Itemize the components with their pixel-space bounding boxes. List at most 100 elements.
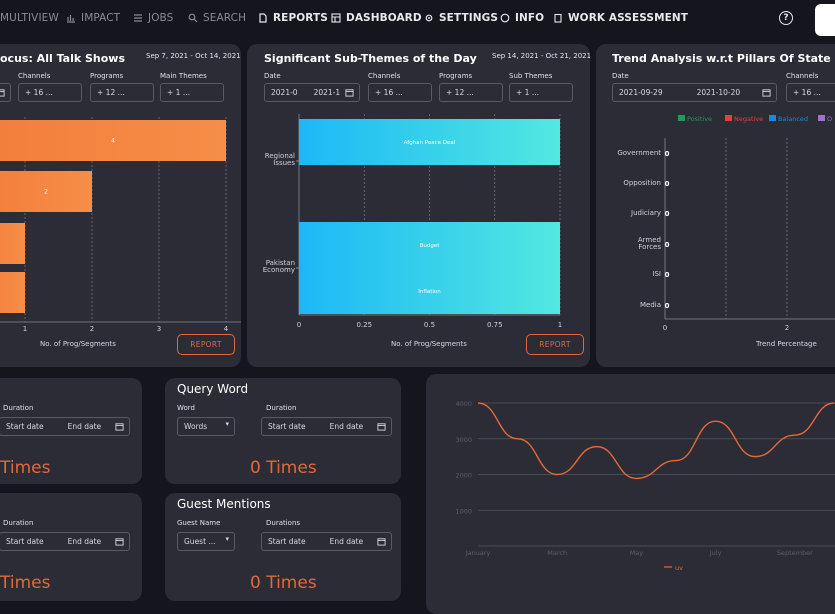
bar (0, 120, 226, 161)
y-group-label: Pakistan (266, 259, 295, 267)
channels-select[interactable]: + 16 ... (786, 83, 835, 102)
x-tick-label: January (465, 549, 491, 557)
subthemes-select[interactable]: + 1 ... (509, 83, 573, 102)
report-icon (259, 13, 267, 23)
nav-search[interactable]: SEARCH (188, 12, 246, 24)
legend-label: Positive (687, 115, 712, 123)
y-category-label: Forces (638, 243, 661, 251)
subthemes-label: Sub Themes (509, 72, 553, 80)
mentions-card: Duration Start date End date Times (0, 493, 142, 601)
channels-label: Channels (786, 72, 819, 80)
nav-impact-label: IMPACT (81, 12, 121, 24)
bar-value-label: 2 (44, 189, 48, 196)
start-date: Start date (6, 537, 44, 546)
date-range-field[interactable]: 2021-0 2021-1 (264, 83, 360, 102)
bar (299, 119, 560, 165)
duration-field[interactable]: Start date End date (0, 532, 130, 551)
legend-swatch (769, 115, 776, 121)
card-title: Significant Sub-Themes of the Day (264, 52, 477, 65)
date-end: 2021-10-20 (696, 88, 741, 97)
report-button[interactable]: REPORT (526, 334, 584, 355)
profile-button[interactable] (815, 4, 835, 36)
channels-select[interactable]: + 16 ... (368, 83, 432, 102)
x-tick-label: 2 (785, 324, 789, 332)
y-category-label: Armed (638, 236, 661, 244)
x-tick-label: March (547, 549, 567, 557)
bar (0, 171, 92, 212)
start-date: Start date (6, 422, 44, 431)
x-axis-title: Trend Percentage (756, 340, 817, 348)
nav-work-assessment[interactable]: WORK ASSESSMENT (553, 12, 688, 24)
x-tick-label: 4 (224, 325, 229, 333)
nav-impact[interactable]: IMPACT (66, 12, 120, 24)
help-icon[interactable]: ? (779, 11, 793, 25)
programs-label: Programs (439, 72, 473, 80)
duration-field[interactable]: Start date End date (261, 417, 392, 436)
programs-select[interactable]: + 12 ... (90, 83, 154, 102)
calendar-icon (345, 89, 354, 97)
x-tick-label: 2 (90, 325, 94, 333)
word-select[interactable]: Words ▾ (177, 417, 235, 436)
times-count: Times (0, 458, 51, 478)
series-line-uv (477, 402, 835, 480)
nav-dashboard[interactable]: DASHBOARD (331, 12, 422, 24)
top-nav: MULTIVIEW IMPACT JOBS SEARCH REPORTS DAS… (0, 0, 835, 38)
y-category-label: Media (640, 301, 661, 309)
y-tick-label: 2000 (455, 472, 472, 480)
y-group-label: Issues (273, 159, 295, 167)
report-button[interactable]: REPORT (177, 334, 235, 355)
y-tick-label: 4000 (455, 400, 472, 408)
nav-multiview[interactable]: MULTIVIEW (0, 12, 59, 24)
nav-settings[interactable]: SETTINGS (424, 12, 498, 24)
programs-select[interactable]: + 12 ... (439, 83, 503, 102)
nav-search-label: SEARCH (203, 12, 247, 24)
dashboard-icon (331, 13, 341, 23)
word-value: Words (184, 422, 208, 431)
nav-jobs[interactable]: JOBS (133, 12, 173, 24)
nav-dashboard-label: DASHBOARD (346, 12, 422, 24)
y-group-label: Regional (265, 152, 295, 160)
clipboard-icon (554, 13, 562, 23)
programs-label: Programs (90, 72, 124, 80)
themes-select[interactable]: + 1 ... (160, 83, 224, 102)
uv-line-chart: 1000 2000 3000 4000 January March May July Septe… (455, 400, 835, 572)
card-date: Sep 7, 2021 - Oct 14, 2021 (146, 52, 241, 60)
channels-label: Channels (18, 72, 51, 80)
x-tick-label: 0 (663, 324, 667, 332)
guest-value: Guest ... (184, 537, 216, 546)
times-count: 0 Times (250, 573, 317, 593)
duration-field[interactable]: Start date End date (261, 532, 392, 551)
date-start: 2021-09-29 (619, 88, 663, 97)
legend-label: O (827, 115, 832, 123)
bar-label: Budget (420, 243, 441, 249)
y-category-label: Government (617, 149, 661, 157)
guest-select[interactable]: Guest ... ▾ (177, 532, 235, 551)
bar-value-label: 0 (665, 210, 670, 218)
duration-field[interactable]: Start date End date (0, 417, 130, 436)
bar-value-label: 0 (665, 180, 670, 188)
bar-value-label: 0 (665, 302, 670, 310)
legend-label: Balanced (778, 115, 808, 123)
legend-label: Negative (734, 115, 763, 123)
channels-select[interactable]: + 16 ... (18, 83, 82, 102)
date-range-field[interactable]: 2021-09-29 2021-10-20 (612, 83, 777, 102)
talk-shows-card: ocus: All Talk Shows Sep 7, 2021 - Oct 1… (0, 44, 241, 367)
bar-value-label: 4 (111, 138, 115, 145)
y-category-label: Judiciary (630, 209, 661, 217)
word-label: Word (177, 404, 195, 412)
card-title: Trend Analysis w.r.t Pillars Of State (612, 52, 831, 65)
bar (299, 268, 560, 314)
trend-analysis-chart: Positive Negative Balanced O 0 2 Government 0 Op… (617, 115, 835, 332)
bar-chart-icon (67, 15, 75, 23)
card-title: Query Word (177, 382, 249, 396)
calendar-icon (377, 423, 386, 431)
x-tick-label: 0.75 (487, 321, 503, 329)
sub-themes-card: Significant Sub-Themes of the Day Sep 14… (247, 44, 590, 367)
line-chart-card: 1000 2000 3000 4000 January March May July Septe… (426, 374, 835, 614)
date-field[interactable] (0, 83, 11, 102)
x-tick-label: September (777, 549, 813, 557)
nav-info[interactable]: INFO (500, 12, 544, 24)
nav-reports[interactable]: REPORTS (258, 12, 328, 24)
talk-shows-chart: 1 2 3 4 4 2 (0, 117, 241, 333)
themes-label: Main Themes (160, 72, 207, 80)
